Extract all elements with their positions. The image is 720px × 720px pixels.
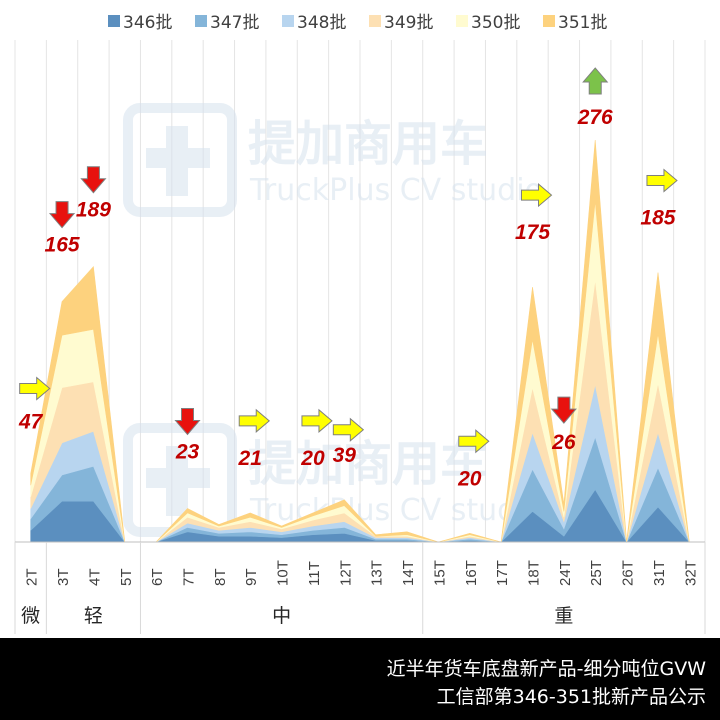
annotation-label: 185 xyxy=(640,207,675,230)
group-label: 轻 xyxy=(84,605,103,627)
annotation-label: 21 xyxy=(238,447,262,470)
x-tick-labels: 2T 3T 4T 5T 6T 7T 8T 9T 10T 11T 12T 13T 14T 15T 16T 17T… xyxy=(24,560,700,586)
x-tick-label: 5T xyxy=(118,568,135,586)
footer-subtitle: 工信部第346-351批新产品公示 xyxy=(436,686,706,708)
legend-swatch xyxy=(282,15,294,27)
annotation-label: 39 xyxy=(333,444,357,467)
annotation: 26 xyxy=(550,396,577,454)
x-tick-label: 7T xyxy=(181,568,198,586)
annotation-label: 175 xyxy=(515,221,550,244)
trend-arrow-flat-icon xyxy=(238,408,271,433)
trend-arrow-down-icon xyxy=(550,396,577,424)
legend-label: 350批 xyxy=(471,13,520,33)
trend-arrow-up-icon xyxy=(582,67,609,95)
stacked-areas xyxy=(30,139,690,543)
legend-label: 351批 xyxy=(558,13,607,33)
annotations: 47 165 189 23 21 20 39 20 175 26 276 185 xyxy=(18,67,678,490)
x-tick-label: 15T xyxy=(431,560,448,586)
legend-swatch xyxy=(456,15,468,27)
x-tick-label: 2T xyxy=(24,568,41,586)
x-tick-label: 14T xyxy=(400,560,417,586)
annotation: 189 xyxy=(76,166,111,222)
annotation: 185 xyxy=(640,168,678,230)
group-label: 中 xyxy=(272,605,291,627)
trend-arrow-flat-icon xyxy=(646,168,678,193)
annotation-label: 20 xyxy=(457,467,482,490)
x-tick-label: 31T xyxy=(651,560,668,586)
annotation: 39 xyxy=(332,417,365,467)
x-tick-label: 6T xyxy=(149,568,166,586)
watermark-text: 提加商用车 xyxy=(248,436,488,492)
annotation: 23 xyxy=(174,407,201,463)
annotation-label: 189 xyxy=(76,199,111,222)
legend-label: 346批 xyxy=(123,13,172,33)
category-groups: 微轻中重 xyxy=(14,542,706,634)
trend-arrow-flat-icon xyxy=(458,429,490,454)
watermark-subtext: TruckPlus CV studio xyxy=(249,173,543,208)
trend-arrow-flat-icon xyxy=(332,417,365,442)
legend-swatch xyxy=(108,15,120,27)
annotation-label: 23 xyxy=(175,440,200,463)
x-tick-label: 4T xyxy=(86,568,103,586)
x-tick-label: 9T xyxy=(243,568,260,586)
x-tick-label: 32T xyxy=(682,560,699,586)
footer-bar: 近半年货车底盘新产品-细分吨位GVW 工信部第346-351批新产品公示 xyxy=(0,638,720,720)
watermark-logo xyxy=(146,148,210,168)
annotation-label: 276 xyxy=(577,106,613,129)
annotation: 47 xyxy=(18,376,51,434)
trend-arrow-flat-icon xyxy=(521,183,553,208)
trend-arrow-flat-icon xyxy=(301,408,333,433)
annotation-label: 47 xyxy=(18,411,44,434)
watermark-logo xyxy=(146,468,210,488)
x-tick-label: 10T xyxy=(275,560,292,586)
annotation-label: 26 xyxy=(551,431,576,454)
legend-swatch xyxy=(543,15,555,27)
group-label: 微 xyxy=(21,605,40,627)
legend: 346批 347批 348批 349批 350批 351批 xyxy=(108,13,607,33)
trend-arrow-down-icon xyxy=(80,166,107,194)
legend-label: 347批 xyxy=(210,13,259,33)
annotation-label: 165 xyxy=(45,234,80,257)
x-tick-label: 12T xyxy=(337,560,354,586)
x-tick-label: 13T xyxy=(369,560,386,586)
footer-title: 近半年货车底盘新产品-细分吨位GVW xyxy=(386,658,706,680)
legend-swatch xyxy=(369,15,381,27)
x-tick-label: 18T xyxy=(526,560,543,586)
annotation: 21 xyxy=(238,408,271,470)
x-tick-label: 26T xyxy=(620,560,637,586)
x-tick-label: 8T xyxy=(212,568,229,586)
x-tick-label: 24T xyxy=(557,560,574,586)
x-tick-label: 16T xyxy=(463,560,480,586)
legend-label: 349批 xyxy=(384,13,433,33)
trend-arrow-flat-icon xyxy=(19,376,51,401)
annotation: 276 xyxy=(577,67,613,129)
annotation: 20 xyxy=(300,408,333,470)
x-tick-label: 11T xyxy=(306,561,323,586)
legend-label: 348批 xyxy=(297,13,346,33)
group-label: 重 xyxy=(554,605,573,627)
x-tick-label: 25T xyxy=(588,560,605,586)
annotation: 20 xyxy=(457,429,490,490)
x-tick-label: 17T xyxy=(494,560,511,586)
annotation-label: 20 xyxy=(300,447,325,470)
series-area-5 xyxy=(30,139,690,543)
watermark-logo xyxy=(123,103,237,217)
annotation: 165 xyxy=(45,201,80,257)
watermark-text: 提加商用车 xyxy=(248,116,488,172)
legend-swatch xyxy=(195,15,207,27)
trend-arrow-down-icon xyxy=(48,201,76,229)
x-tick-label: 3T xyxy=(55,568,72,586)
annotation: 175 xyxy=(515,183,553,244)
trend-arrow-down-icon xyxy=(174,407,201,436)
